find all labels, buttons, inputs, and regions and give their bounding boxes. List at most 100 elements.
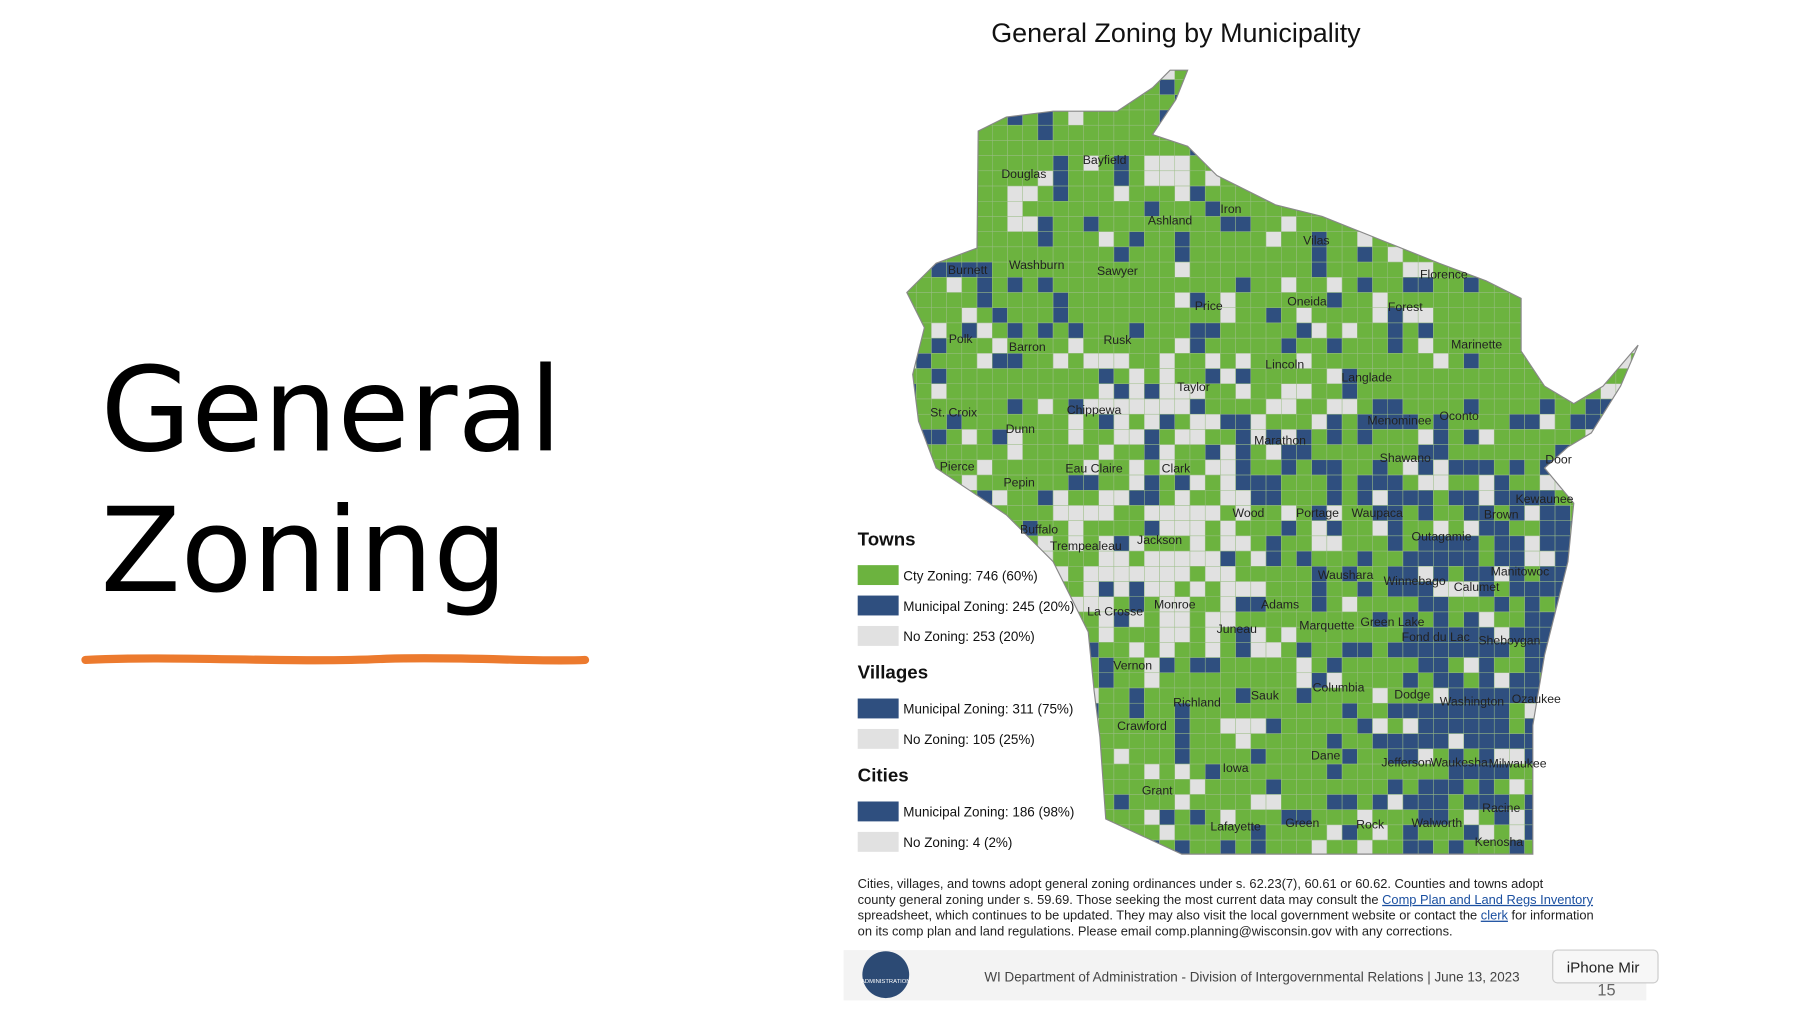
map-cell xyxy=(931,201,947,217)
overlay-label[interactable]: iPhone Mir xyxy=(1567,959,1640,976)
map-cell xyxy=(1113,124,1130,141)
map-cell xyxy=(1083,216,1099,232)
map-cell xyxy=(1539,70,1556,80)
footnote-link[interactable]: clerk xyxy=(1481,908,1509,923)
map-cell xyxy=(915,277,932,293)
overlay-button[interactable] xyxy=(1552,949,1659,984)
map-cell xyxy=(1646,262,1661,277)
map-cell xyxy=(1341,550,1358,567)
map-cell xyxy=(1524,611,1541,628)
map-cell xyxy=(1615,520,1632,537)
map-cell xyxy=(1189,353,1206,369)
map-cell xyxy=(1311,413,1328,430)
map-cell xyxy=(1099,855,1114,870)
map-cell xyxy=(1083,779,1099,795)
map-cell xyxy=(1417,94,1434,111)
map-cell xyxy=(1128,140,1145,156)
footnote-text: on its comp plan and land regulations. P… xyxy=(858,923,1453,938)
map-cell xyxy=(1204,581,1221,597)
map-cell xyxy=(1387,779,1404,795)
map-cell xyxy=(1250,672,1267,689)
map-cell xyxy=(1311,459,1328,476)
map-cell xyxy=(1007,277,1023,293)
map-cell xyxy=(1372,246,1388,263)
map-cell xyxy=(1570,779,1586,795)
map-cell xyxy=(1098,794,1115,810)
map-cell xyxy=(1509,718,1525,734)
map-cell xyxy=(1220,855,1235,870)
map-cell xyxy=(1189,763,1206,780)
map-cell xyxy=(1600,535,1617,552)
map-cell xyxy=(1539,626,1556,643)
map-cell xyxy=(1037,216,1054,232)
map-cell xyxy=(1448,94,1465,111)
map-cell xyxy=(1478,611,1495,628)
map-cell xyxy=(1022,307,1039,324)
map-cell xyxy=(915,490,932,506)
map-cell xyxy=(1630,535,1639,552)
county-label: Monroe xyxy=(1154,597,1196,611)
map-cell xyxy=(1326,413,1343,430)
map-cell xyxy=(1326,353,1343,369)
county-label: Richland xyxy=(1173,696,1221,710)
map-cell xyxy=(1387,322,1404,339)
map-cell xyxy=(1265,794,1282,810)
map-cell xyxy=(1646,95,1661,110)
map-cell xyxy=(992,124,1008,141)
map-cell xyxy=(992,261,1008,278)
map-cell xyxy=(1007,779,1023,795)
map-cell xyxy=(1189,459,1206,476)
map-cell xyxy=(1539,733,1556,750)
map-cell xyxy=(1387,185,1404,202)
map-cell xyxy=(931,261,947,278)
map-cell xyxy=(1448,657,1465,674)
map-cell xyxy=(1174,413,1191,430)
map-cell xyxy=(1539,505,1556,521)
map-cell xyxy=(1615,140,1632,156)
map-cell xyxy=(1144,185,1160,202)
map-cell xyxy=(1493,70,1510,80)
map-cell xyxy=(1128,170,1145,187)
map-cell xyxy=(1600,155,1617,172)
map-cell xyxy=(1204,70,1221,80)
map-cell xyxy=(1478,535,1495,552)
map-cell xyxy=(1509,733,1525,750)
map-cell xyxy=(1646,566,1661,581)
map-cell xyxy=(1509,368,1525,385)
map-cell xyxy=(1493,155,1510,172)
map-cell xyxy=(1509,444,1525,461)
map-cell xyxy=(1478,124,1495,141)
map-cell xyxy=(1630,94,1639,111)
map-cell xyxy=(1144,246,1160,263)
map-cell xyxy=(1113,839,1130,855)
map-cell xyxy=(1448,779,1465,795)
map-cell xyxy=(1417,231,1434,248)
map-cell xyxy=(1296,246,1312,263)
map-cell xyxy=(1600,140,1617,156)
map-cell xyxy=(1341,170,1358,187)
map-cell xyxy=(906,474,917,491)
map-cell xyxy=(976,535,993,552)
map-cell xyxy=(1174,474,1191,491)
map-cell xyxy=(1068,94,1084,111)
map-cell xyxy=(1296,322,1312,339)
map-cell xyxy=(1357,596,1373,613)
map-cell xyxy=(1204,550,1221,567)
map-cell xyxy=(1478,216,1495,232)
map-cell xyxy=(1311,763,1328,780)
map-cell xyxy=(1250,155,1267,172)
map-cell xyxy=(1083,444,1099,461)
map-cell xyxy=(1326,702,1343,719)
map-cell xyxy=(1372,79,1388,96)
map-cell xyxy=(1646,186,1661,201)
map-cell xyxy=(1296,794,1312,810)
map-cell xyxy=(1357,261,1373,278)
map-cell xyxy=(1615,672,1632,689)
map-cell xyxy=(1357,140,1373,156)
map-cell xyxy=(1372,216,1388,232)
map-cell xyxy=(1448,733,1465,750)
map-cell xyxy=(906,185,917,202)
map-cell xyxy=(1052,383,1069,400)
map-cell xyxy=(947,855,962,870)
footnote-link[interactable]: Comp Plan and Land Regs Inventory xyxy=(1382,892,1593,907)
